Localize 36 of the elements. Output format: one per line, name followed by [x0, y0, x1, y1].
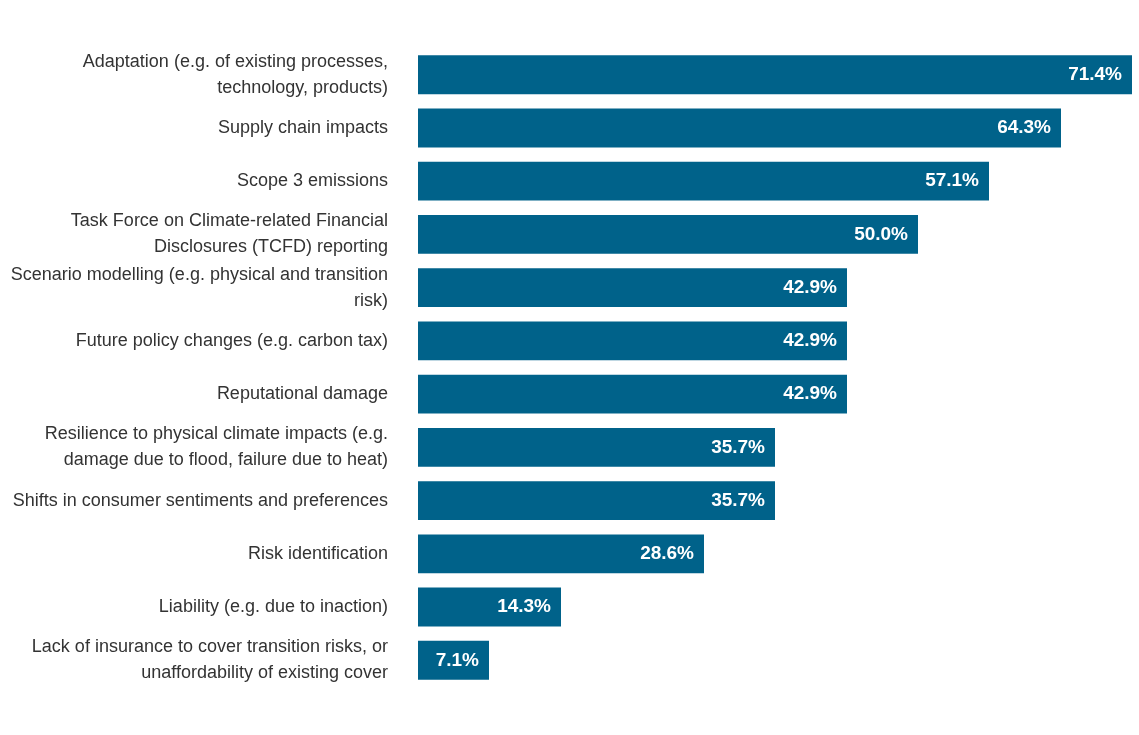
data-label: 64.3%: [997, 116, 1052, 138]
y-tick-label: Supply chain impacts: [217, 116, 388, 137]
data-label: 28.6%: [640, 542, 695, 564]
bar: [418, 534, 704, 574]
y-tick-label: Scope 3 emissions: [236, 170, 388, 191]
bar: [418, 427, 775, 467]
bar: [418, 481, 775, 521]
y-tick-label: Task Force on Climate-related Financial Disclosures (TCFD) reporting: [70, 210, 388, 257]
data-label: 57.1%: [925, 169, 980, 191]
data-label: 71.4%: [1068, 62, 1123, 84]
data-label: 14.3%: [497, 595, 552, 617]
y-tick-label: Scenario modelling (e.g. physical and transition risk): [10, 263, 388, 310]
data-label: 35.7%: [711, 488, 766, 510]
bar: [418, 321, 847, 361]
y-tick-label: Reputational damage: [216, 383, 388, 404]
bar: [418, 108, 1061, 148]
bar: [418, 161, 989, 201]
data-label: 42.9%: [783, 275, 838, 297]
y-tick-label: Lack of insurance to cover transition risks, or unaffordability of existing cover: [31, 636, 388, 683]
y-tick-label: Liability (e.g. due to inaction): [158, 596, 388, 617]
data-label: 42.9%: [783, 382, 838, 404]
data-label: 7.1%: [435, 648, 480, 670]
y-tick-label: Shifts in consumer sentiments and preferences: [12, 489, 388, 510]
y-tick-label: Future policy changes (e.g. carbon tax): [75, 329, 388, 350]
bar: [418, 55, 1132, 95]
bar: [418, 374, 847, 414]
bar: [418, 640, 489, 680]
bar: [418, 587, 561, 627]
bar: [418, 268, 847, 308]
y-tick-label: Resilience to physical climate impacts (e.g. damage due to flood, failure due to heat): [44, 423, 388, 470]
y-tick-label: Risk identification: [247, 542, 388, 563]
data-label: 42.9%: [783, 329, 838, 351]
data-label: 50.0%: [854, 222, 909, 244]
y-tick-label: Adaptation (e.g. of existing processes, technology, products): [82, 50, 388, 97]
data-label: 35.7%: [711, 435, 766, 457]
bar: [418, 214, 918, 254]
